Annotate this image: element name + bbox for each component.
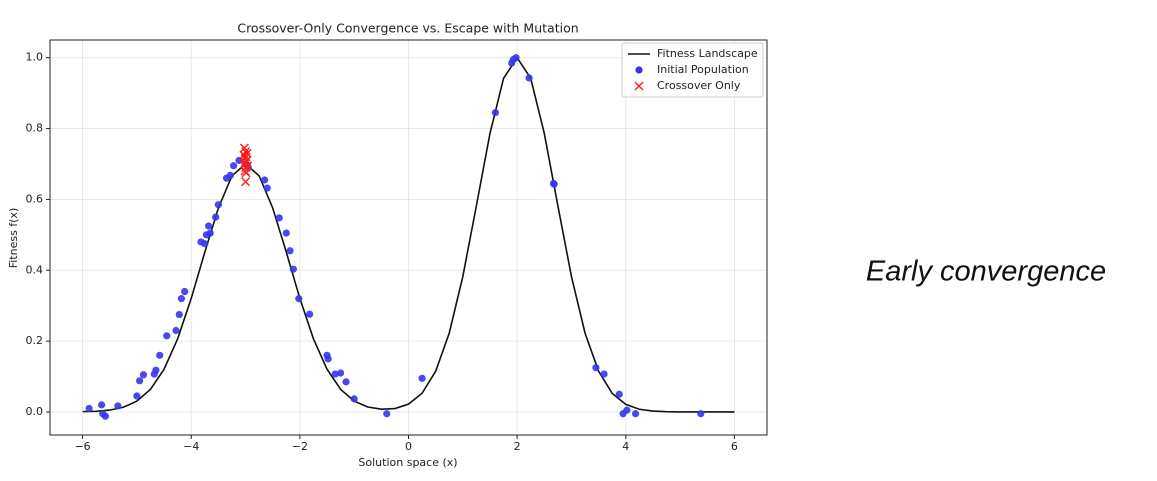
point <box>133 392 141 400</box>
legend-label: Crossover Only <box>657 79 741 92</box>
point <box>331 370 339 378</box>
point <box>212 213 220 221</box>
plot-frame <box>49 39 768 436</box>
y-tick-label: 0.0 <box>26 405 44 418</box>
point <box>623 406 631 414</box>
y-tick-label: 1.0 <box>26 51 44 64</box>
point <box>85 404 93 413</box>
x-tick-label: −6 <box>74 440 90 453</box>
point <box>631 410 640 418</box>
marker-x <box>241 177 251 187</box>
point <box>275 214 283 222</box>
point <box>98 401 106 409</box>
point <box>181 287 189 296</box>
point <box>114 402 122 410</box>
caption: Early convergence <box>866 256 1106 288</box>
x-tick-label: 6 <box>731 440 738 453</box>
point <box>205 222 213 230</box>
point <box>172 326 180 335</box>
x-tick-label: −2 <box>292 440 308 453</box>
point <box>163 332 171 340</box>
y-axis-label: Fitness f(x) <box>7 208 20 269</box>
point <box>600 370 608 378</box>
point <box>491 109 500 117</box>
legend-swatch <box>634 81 644 91</box>
legend-box <box>621 42 764 98</box>
chart-title: Crossover-Only Convergence vs. Escape wi… <box>237 21 578 36</box>
point <box>592 364 600 372</box>
y-tick-label: 0.2 <box>26 334 44 347</box>
point <box>156 351 164 359</box>
point <box>697 410 705 418</box>
x-tick-label: 4 <box>622 440 629 453</box>
point <box>286 247 294 255</box>
legend-swatch <box>635 66 643 74</box>
x-axis-label: Solution space (x) <box>358 456 457 469</box>
x-tick-label: −4 <box>183 440 199 453</box>
point <box>152 366 160 374</box>
point <box>206 229 214 237</box>
point <box>342 378 350 386</box>
point <box>525 74 533 82</box>
point <box>229 162 238 170</box>
point <box>324 355 332 363</box>
legend: Fitness Landscape Initial Population Cross… <box>621 42 764 98</box>
x-tick-label: 0 <box>405 440 412 453</box>
point <box>615 390 623 398</box>
point <box>350 395 358 403</box>
point <box>282 229 290 237</box>
x-tick-label: 2 <box>514 440 521 453</box>
legend-label: Fitness Landscape <box>657 47 758 60</box>
y-tick-label: 0.6 <box>26 192 44 205</box>
point <box>306 310 314 318</box>
line <box>82 56 735 413</box>
point <box>177 295 186 303</box>
point <box>289 265 297 273</box>
point <box>136 377 144 385</box>
point <box>175 310 183 319</box>
point <box>418 374 426 382</box>
point <box>214 201 222 209</box>
point <box>260 176 269 184</box>
point <box>101 412 110 420</box>
point <box>226 171 234 179</box>
y-tick-label: 0.4 <box>26 263 44 276</box>
point <box>337 369 345 377</box>
point <box>201 240 209 248</box>
point <box>512 54 520 62</box>
point <box>295 295 303 303</box>
point <box>263 184 271 192</box>
marker-x <box>241 168 251 178</box>
point <box>139 371 148 379</box>
y-tick-label: 0.8 <box>26 122 44 135</box>
point <box>383 410 391 418</box>
point <box>550 180 558 188</box>
legend-label: Initial Population <box>657 63 749 76</box>
